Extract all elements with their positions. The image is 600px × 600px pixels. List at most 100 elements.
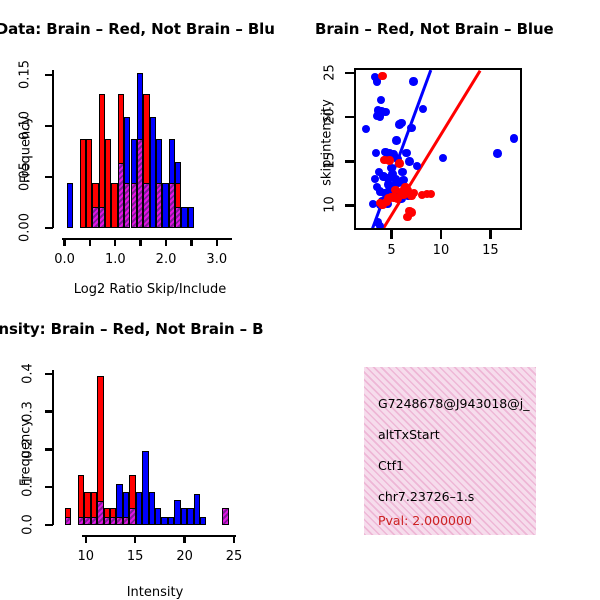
histogram-bar [174,206,182,228]
y-axis-tick [345,116,354,119]
y-axis-tick [45,372,53,375]
histogram-bar [90,517,98,525]
scatter-point [402,148,411,157]
x-axis-tick [164,238,168,246]
histogram-bar [86,139,93,228]
y-axis-tick [45,410,53,413]
scatter-plot-y-axis-label: skip intensity [319,99,335,186]
x-axis-tick-label: 5 [387,243,396,258]
x-axis-tick [133,535,137,543]
scatter-point [399,175,408,185]
x-axis-tick-label: 15 [482,243,499,258]
histogram-bar [84,517,91,525]
histogram-bar [149,116,156,228]
scatter-point [410,189,419,198]
scatter-point [395,159,404,168]
scatter-point [375,112,384,121]
histogram-bar [124,183,131,228]
scatter-point [409,77,418,86]
intensity-histogram-y-axis-label: Frequency [18,418,34,487]
histogram-bar [79,139,87,228]
histogram-bar [181,206,188,228]
scatter-point [509,134,519,143]
y-axis-tick [45,448,53,451]
y-axis-line [52,70,55,228]
x-axis-tick-label: 10 [77,549,94,564]
scatter-point [403,212,412,222]
scatter-point [401,182,410,192]
y-axis-tick [345,72,354,75]
scatter-point [380,189,389,198]
scatter-point [413,161,422,171]
scatter-point [394,178,403,187]
histogram-bar [148,492,155,525]
scatter-point [393,154,402,164]
scatter-point [374,167,383,177]
scatter-plot-area: 10 15 20 25 5 10 15 [300,0,600,300]
histogram-bar [168,183,175,228]
scatter-point [385,156,394,165]
x-axis-tick-label: 2.0 [155,252,177,267]
y-axis-tick [345,204,354,207]
scatter-point [438,153,448,163]
ratio-histogram-panel: RatioData: Brain – Red, Not Brain – Blu … [0,0,300,300]
x-axis-tick [139,238,142,246]
scatter-plot-panel: Brain – Red, Not Brain – Blue 10 15 20 25 5 1… [300,0,600,300]
scatter-plot-frame [354,68,522,230]
y-axis-tick-label: 25 [322,64,338,82]
annotation-box: G7248678@J943018@j_ altTxStart Ctf1 chr7… [364,367,536,535]
x-axis-line [62,238,232,241]
scatter-point [361,124,371,134]
histogram-bar [167,516,175,525]
histogram-bar [105,139,112,228]
x-axis-tick-label: 20 [176,549,193,564]
x-axis-tick-label: 25 [225,549,243,564]
scatter-point [407,208,416,217]
scatter-point [419,104,428,113]
histogram-bar [67,183,74,228]
scatter-point [405,157,414,166]
histogram-bar [187,206,194,228]
scatter-point [388,169,397,179]
scatter-point [493,149,502,158]
intensity-histogram-title: ne Itensity: Brain – Red, Not Brain – B [0,320,264,338]
scatter-point [370,72,379,82]
scatter-point [418,190,427,200]
x-axis-tick-label: 10 [432,243,450,258]
intensity-histogram-panel: ne Itensity: Brain – Red, Not Brain – B … [0,300,300,600]
y-axis-line [52,370,55,525]
ratio-histogram-x-axis-label: Log2 Ratio Skip/Include [73,282,227,297]
scatter-point [407,123,416,133]
x-axis-line [81,535,236,538]
y-axis-tick-label: 0.0 [20,514,36,535]
info-panel: G7248678@J943018@j_ altTxStart Ctf1 chr7… [300,300,600,600]
scatter-point [391,185,400,194]
histogram-bar [109,517,117,525]
scatter-point [397,118,406,128]
x-axis-tick [190,238,193,246]
x-axis-tick [63,238,66,246]
scatter-point [370,174,379,184]
scatter-point [384,194,393,203]
histogram-bar [129,508,136,525]
x-axis-tick [114,238,117,246]
scatter-point [380,155,389,164]
scatter-point [392,136,401,145]
x-axis-tick [232,535,236,543]
x-axis-tick [489,230,492,239]
scatter-point [385,186,394,195]
info-line-event: altTxStart [378,427,440,442]
histogram-bar [111,183,118,228]
y-axis-tick-label: 0.4 [20,362,36,384]
x-axis-tick [84,535,87,543]
info-line-id: G7248678@J943018@j_ [378,396,530,411]
histogram-bar [135,492,143,525]
histogram-bar [222,508,229,525]
x-axis-tick [390,230,393,239]
scatter-point [426,189,436,199]
histogram-bar [97,500,104,525]
histogram-bar [92,206,99,228]
y-axis-tick [345,160,354,163]
y-axis-tick [45,124,53,128]
ratio-histogram-title: RatioData: Brain – Red, Not Brain – Blu [0,20,275,38]
